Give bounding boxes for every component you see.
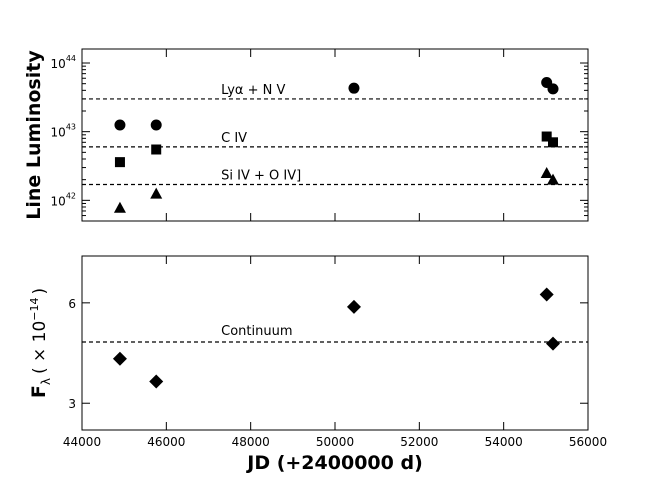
- flux-y-tick-label: 6: [68, 297, 76, 311]
- luminosity-y-axis-label: Line Luminosity: [23, 50, 45, 220]
- x-tick-label: 52000: [400, 435, 438, 449]
- data-point-square: [114, 157, 125, 168]
- series-label-triangle: Si IV + O IV]: [221, 169, 301, 184]
- continuum-panel: 3 6 44000 46000 48000 50000 52000 54000 56000 C…: [28, 255, 607, 474]
- data-point-circle: [114, 119, 126, 131]
- data-point-diamond: [346, 299, 361, 314]
- x-tick-label: 54000: [485, 435, 523, 449]
- data-point-triangle: [547, 173, 560, 185]
- data-point-diamond: [149, 374, 164, 389]
- x-tick-label: 56000: [569, 435, 607, 449]
- data-point-square: [541, 131, 552, 142]
- luminosity-tick-exponent: 44: [66, 54, 76, 63]
- luminosity-tick-base: 10: [51, 57, 66, 71]
- data-point-triangle: [113, 201, 126, 213]
- flux-ylabel-exp: −14: [28, 298, 41, 321]
- luminosity-tick-label: 1042: [51, 191, 76, 208]
- data-point-diamond: [112, 351, 127, 366]
- x-tick-label: 50000: [316, 435, 354, 449]
- flux-ylabel-sub: λ: [39, 378, 53, 385]
- luminosity-tick-base: 10: [51, 194, 66, 208]
- data-point-triangle: [540, 167, 553, 179]
- data-point-circle: [547, 83, 559, 95]
- data-point-circle: [150, 119, 162, 131]
- series-label-continuum: Continuum: [221, 324, 292, 339]
- data-point-circle: [348, 82, 360, 94]
- data-point-diamond: [539, 287, 554, 302]
- flux-ylabel-main: F: [28, 385, 50, 398]
- flux-y-axis-label: Fλ ( × 10−14): [28, 288, 53, 398]
- continuum-frame: [81, 255, 589, 431]
- x-tick-label: 46000: [147, 435, 185, 449]
- luminosity-tick-label: 1043: [51, 123, 76, 140]
- flux-ylabel-close: ): [30, 288, 50, 295]
- data-point-square: [151, 144, 162, 155]
- luminosity-tick-exponent: 42: [66, 191, 76, 200]
- x-tick-label: 44000: [63, 435, 101, 449]
- flux-ylabel-paren: ( × 10: [30, 321, 50, 374]
- series-label-circle: Lyα + N V: [221, 83, 285, 98]
- series-label-square: C IV: [221, 131, 247, 146]
- luminosity-tick-base: 10: [51, 126, 66, 140]
- svg-text:Fλ( × 10−14): Fλ ( × 10−14): [28, 288, 53, 398]
- x-axis-label: JD (+2400000 d): [245, 452, 423, 474]
- data-point-square: [548, 137, 559, 148]
- data-point-triangle: [150, 187, 163, 199]
- luminosity-tick-exponent: 43: [66, 123, 76, 132]
- luminosity-tick-label: 1044: [51, 54, 76, 71]
- data-point-diamond: [546, 336, 561, 351]
- x-tick-label: 48000: [232, 435, 270, 449]
- flux-y-tick-label: 3: [68, 397, 76, 411]
